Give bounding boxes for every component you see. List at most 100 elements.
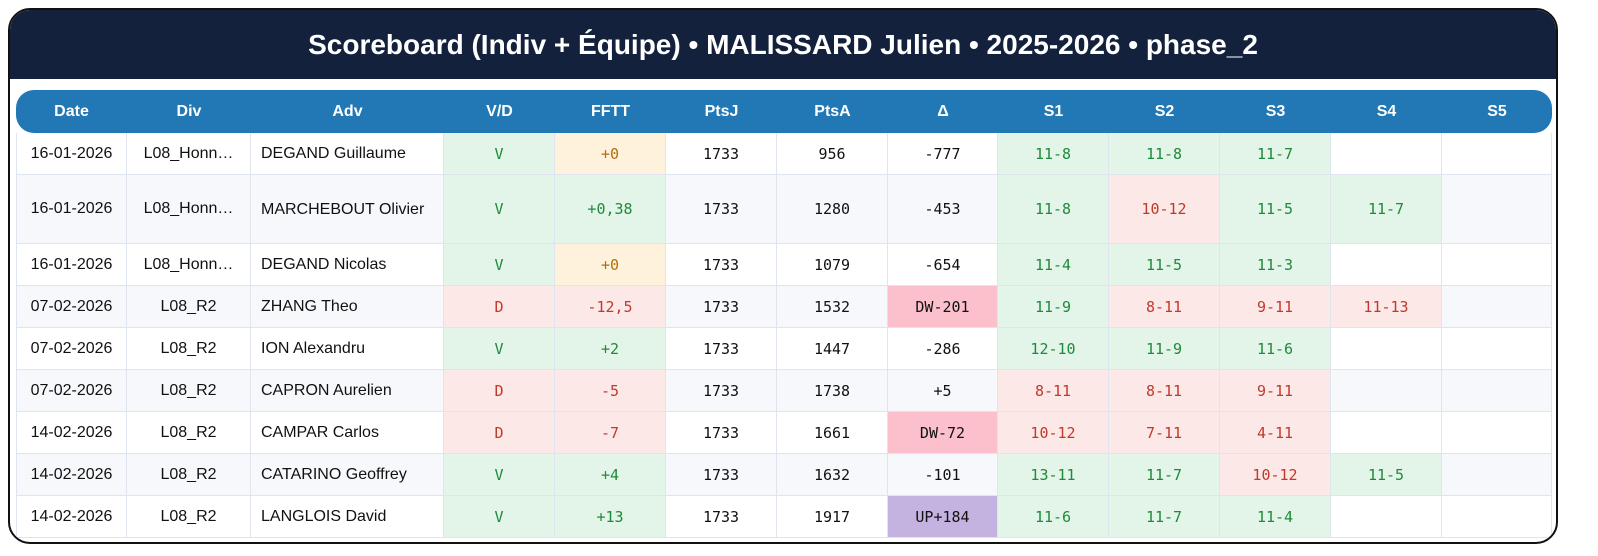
division-cell: L08_R2 [127,412,251,454]
set-4-cell [1331,244,1442,286]
result-cell: D [444,286,555,328]
opponent-cell: DEGAND Nicolas [251,244,444,286]
column-header-s2[interactable]: S2 [1109,90,1220,133]
set-3-cell: 11-4 [1220,496,1331,538]
result-cell: V [444,328,555,370]
column-header-fftt[interactable]: FFTT [555,90,666,133]
player-points-cell: 1733 [666,412,777,454]
set-4-cell [1331,412,1442,454]
table-row: 14-02-2026 L08_R2 CATARINO Geoffrey V +4 1733… [16,454,1552,496]
fftt-points-cell: +13 [555,496,666,538]
table-row: 07-02-2026 L08_R2 ION Alexandru V +2 1733 1447… [16,328,1552,370]
delta-cell: DW-201 [888,286,998,328]
result-cell: V [444,496,555,538]
fftt-points-cell: -5 [555,370,666,412]
set-5-cell [1442,412,1552,454]
date-cell: 14-02-2026 [16,412,127,454]
set-5-cell [1442,454,1552,496]
set-2-cell: 11-7 [1109,496,1220,538]
division-cell: L08_R2 [127,454,251,496]
opponent-points-cell: 1280 [777,175,888,244]
set-1-cell: 10-12 [998,412,1109,454]
delta-cell: -286 [888,328,998,370]
result-cell: D [444,370,555,412]
set-5-cell [1442,370,1552,412]
player-points-cell: 1733 [666,370,777,412]
table-row: 16-01-2026 L08_Honn… DEGAND Guillaume V +0 17… [16,133,1552,175]
opponent-points-cell: 1079 [777,244,888,286]
delta-cell: -777 [888,133,998,175]
date-cell: 16-01-2026 [16,175,127,244]
opponent-points-cell: 1917 [777,496,888,538]
fftt-points-cell: +0 [555,133,666,175]
fftt-points-cell: -12,5 [555,286,666,328]
player-points-cell: 1733 [666,175,777,244]
set-4-cell: 11-5 [1331,454,1442,496]
scoreboard-panel: Scoreboard (Indiv + Équipe) • MALISSARD … [8,8,1558,544]
set-3-cell: 4-11 [1220,412,1331,454]
column-header-s4[interactable]: S4 [1331,90,1442,133]
opponent-points-cell: 1447 [777,328,888,370]
set-5-cell [1442,286,1552,328]
division-cell: L08_Honn… [127,244,251,286]
set-4-cell: 11-7 [1331,175,1442,244]
opponent-cell: CATARINO Geoffrey [251,454,444,496]
column-header-ptsa[interactable]: PtsA [777,90,888,133]
division-cell: L08_R2 [127,286,251,328]
column-header-date[interactable]: Date [16,90,127,133]
player-points-cell: 1733 [666,496,777,538]
set-5-cell [1442,244,1552,286]
set-1-cell: 11-4 [998,244,1109,286]
set-3-cell: 11-5 [1220,175,1331,244]
set-4-cell [1331,133,1442,175]
column-header-adv[interactable]: Adv [251,90,444,133]
set-2-cell: 8-11 [1109,370,1220,412]
date-cell: 07-02-2026 [16,370,127,412]
table-row: 14-02-2026 L08_R2 LANGLOIS David V +13 1733 19… [16,496,1552,538]
date-cell: 16-01-2026 [16,244,127,286]
column-header-vd[interactable]: V/D [444,90,555,133]
table-row: 14-02-2026 L08_R2 CAMPAR Carlos D -7 1733 1661… [16,412,1552,454]
opponent-cell: ZHANG Theo [251,286,444,328]
page-title: Scoreboard (Indiv + Équipe) • MALISSARD … [10,10,1556,79]
set-2-cell: 10-12 [1109,175,1220,244]
opponent-cell: DEGAND Guillaume [251,133,444,175]
set-2-cell: 8-11 [1109,286,1220,328]
table-row: 07-02-2026 L08_R2 CAPRON Aurelien D -5 1733 17… [16,370,1552,412]
column-header-div[interactable]: Div [127,90,251,133]
column-header-s3[interactable]: S3 [1220,90,1331,133]
set-3-cell: 9-11 [1220,370,1331,412]
set-4-cell [1331,328,1442,370]
result-cell: V [444,175,555,244]
set-2-cell: 11-7 [1109,454,1220,496]
set-3-cell: 9-11 [1220,286,1331,328]
column-header-s1[interactable]: S1 [998,90,1109,133]
date-cell: 14-02-2026 [16,496,127,538]
delta-cell: DW-72 [888,412,998,454]
set-5-cell [1442,328,1552,370]
result-cell: V [444,454,555,496]
fftt-points-cell: +0 [555,244,666,286]
result-cell: V [444,244,555,286]
opponent-points-cell: 1632 [777,454,888,496]
date-cell: 14-02-2026 [16,454,127,496]
division-cell: L08_R2 [127,370,251,412]
opponent-cell: MARCHEBOUT Olivier [251,175,444,244]
delta-cell: -101 [888,454,998,496]
opponent-cell: CAPRON Aurelien [251,370,444,412]
set-2-cell: 7-11 [1109,412,1220,454]
column-header-ptsj[interactable]: PtsJ [666,90,777,133]
set-3-cell: 11-6 [1220,328,1331,370]
set-4-cell [1331,496,1442,538]
result-cell: V [444,133,555,175]
set-5-cell [1442,175,1552,244]
result-cell: D [444,412,555,454]
fftt-points-cell: -7 [555,412,666,454]
column-header-s5[interactable]: S5 [1442,90,1552,133]
delta-cell: UP+184 [888,496,998,538]
column-header-delta[interactable]: Δ [888,90,998,133]
table-row: 07-02-2026 L08_R2 ZHANG Theo D -12,5 1733 1532… [16,286,1552,328]
date-cell: 16-01-2026 [16,133,127,175]
set-1-cell: 13-11 [998,454,1109,496]
player-points-cell: 1733 [666,286,777,328]
